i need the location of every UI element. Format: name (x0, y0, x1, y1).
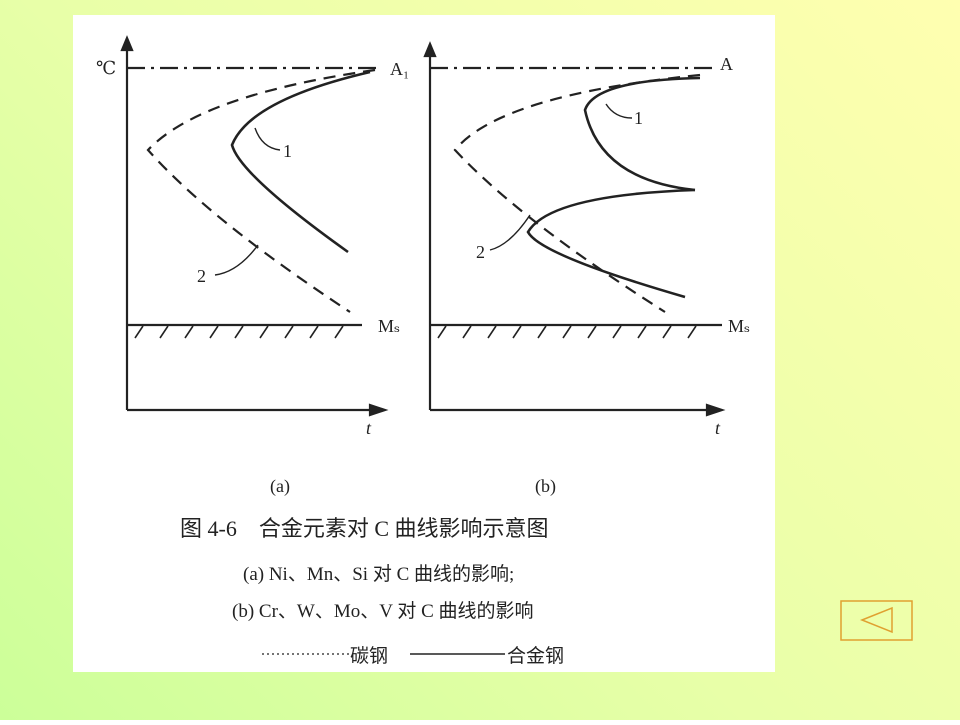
curve-label: 2 (476, 242, 485, 262)
x-axis-label: t (366, 418, 372, 438)
leader (214, 244, 259, 276)
curve-label: 1 (634, 108, 643, 128)
figure-panel (73, 15, 775, 672)
back-button[interactable] (840, 600, 913, 641)
panel-a-labels: ℃ A₁ Mₛ t 1 2 (a) (96, 58, 409, 497)
panel-b (423, 41, 726, 417)
panel-b-labels: A Mₛ t 1 2 (b) (476, 54, 750, 497)
leader (489, 214, 531, 251)
panel-a (120, 35, 389, 417)
back-arrow-icon[interactable] (859, 606, 893, 634)
caption-title: 图 4-6 合金元素对 C 曲线影响示意图 (180, 516, 549, 541)
legend-label: 碳钢 (350, 645, 388, 667)
caption-line: (b) Cr、W、Mo、V 对 C 曲线的影响 (232, 600, 534, 622)
line-label: Mₛ (378, 316, 400, 336)
alloy-steel-curve (230, 70, 371, 254)
line-label: A₁ (390, 59, 409, 79)
panel-label: (a) (270, 476, 290, 497)
leader (254, 127, 281, 151)
carbon-steel-curve (146, 68, 376, 313)
panel-label: (b) (535, 476, 556, 497)
caption-line: (a) Ni、Mn、Si 对 C 曲线的影响; (243, 563, 514, 585)
hatching (437, 325, 697, 339)
line-label: A (720, 54, 733, 74)
arrow (705, 403, 726, 417)
arrow (120, 35, 134, 52)
arrow (423, 41, 437, 58)
carbon-steel-curve (453, 73, 701, 313)
line-label: Mₛ (728, 316, 750, 336)
x-axis-label: t (715, 418, 721, 438)
arrow (368, 403, 389, 417)
curve-label: 1 (283, 141, 292, 161)
hatching (134, 325, 344, 339)
legend-label: 合金钢 (507, 645, 564, 667)
button-frame[interactable] (840, 600, 913, 641)
y-axis-label: ℃ (96, 58, 116, 78)
curve-label: 2 (197, 266, 206, 286)
leader (605, 103, 633, 119)
alloy-steel-curve (583, 76, 701, 192)
alloy-steel-curve (526, 188, 696, 299)
